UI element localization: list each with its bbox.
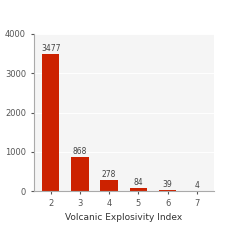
Text: 868: 868 — [73, 147, 87, 156]
Text: Eruption Frequency vs Eruption Explosivity: Eruption Frequency vs Eruption Explosivi… — [8, 1, 217, 29]
Bar — [100, 180, 118, 191]
Bar — [130, 188, 147, 191]
Bar — [159, 190, 176, 191]
Text: 278: 278 — [102, 170, 116, 179]
Text: 84: 84 — [134, 178, 143, 187]
Text: 3477: 3477 — [41, 44, 61, 53]
Text: 4: 4 — [194, 181, 199, 190]
X-axis label: Volcanic Explosivity Index: Volcanic Explosivity Index — [65, 214, 182, 223]
Bar — [42, 54, 59, 191]
Bar — [71, 157, 89, 191]
Text: 39: 39 — [163, 180, 172, 189]
